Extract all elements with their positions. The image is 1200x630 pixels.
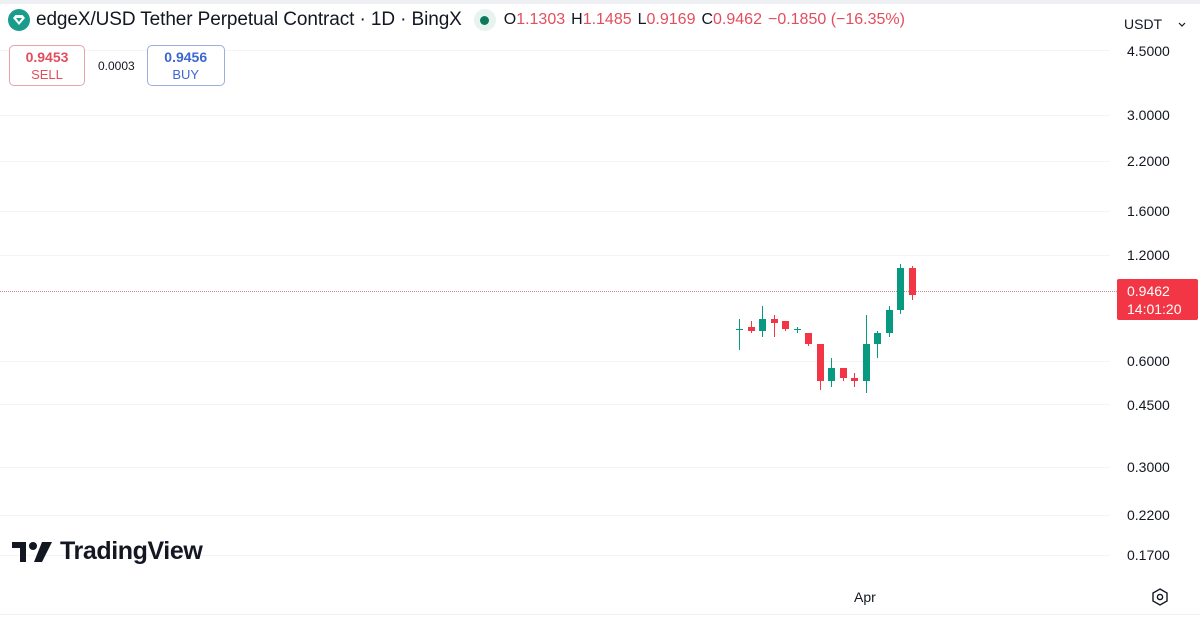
gridline: [0, 161, 1110, 162]
candle-body: [863, 343, 870, 382]
candle-body: [817, 343, 824, 382]
low-value: 0.9169: [646, 11, 696, 28]
price-axis-label: 0.1700: [1127, 547, 1170, 563]
sell-price: 0.9453: [25, 48, 69, 65]
gridline: [0, 515, 1110, 516]
candle-body: [805, 332, 812, 344]
price-axis-label: 2.2000: [1127, 153, 1170, 169]
tradingview-logo[interactable]: TradingView: [12, 537, 203, 566]
gridline: [0, 115, 1110, 116]
chart-pane[interactable]: [0, 4, 1110, 584]
market-status-icon[interactable]: [473, 9, 496, 31]
candle-body: [874, 332, 881, 344]
ohlc-values: O1.1303 H1.1485 L0.9169 C0.9462 −0.1850 …: [504, 11, 905, 29]
candle-body: [782, 321, 789, 329]
symbol-title[interactable]: edgeX/USD Tether Perpetual Contract · 1D…: [36, 9, 462, 30]
price-axis-label: 0.4500: [1127, 397, 1170, 413]
gridline: [0, 555, 1110, 556]
candle-wick: [739, 319, 740, 351]
price-axis-label: 0.3000: [1127, 459, 1170, 475]
bar-countdown: 14:01:20: [1127, 301, 1182, 317]
edgex-diamond-icon: [8, 9, 30, 31]
gridline: [0, 404, 1110, 405]
close-label: C: [701, 11, 714, 28]
open-value: 1.1303: [516, 11, 566, 28]
gridline: [0, 361, 1110, 362]
candle-body: [909, 268, 916, 296]
sell-label: SELL: [31, 66, 63, 82]
currency-value: USDT: [1124, 16, 1163, 32]
price-axis-label: 1.6000: [1127, 203, 1170, 219]
price-axis-label: 0.6000: [1127, 353, 1170, 369]
candle-body: [851, 378, 858, 382]
price-axis-label: 4.5000: [1127, 43, 1170, 59]
high-label: H: [571, 11, 583, 28]
price-axis-label: 0.2200: [1127, 507, 1170, 523]
candle-body: [736, 328, 743, 330]
price-axis-label: 1.2000: [1127, 247, 1170, 263]
change-value: −0.1850 (−16.35%): [767, 11, 905, 28]
buy-button[interactable]: 0.9456 BUY: [146, 45, 225, 86]
candle-body: [840, 367, 847, 379]
candle-wick: [774, 315, 775, 338]
tradingview-logo-icon: [12, 541, 52, 562]
time-axis-label: Apr: [854, 589, 876, 605]
trade-panel: 0.9453 SELL 0.0003 0.9456 BUY: [9, 45, 225, 86]
candle-body: [828, 367, 835, 382]
chart-settings-icon[interactable]: [1150, 587, 1170, 607]
close-value: 0.9462: [713, 11, 762, 28]
candle-body: [771, 319, 778, 323]
currency-selector[interactable]: USDT: [1117, 9, 1193, 39]
gridline: [0, 467, 1110, 468]
buy-label: BUY: [172, 66, 200, 82]
spread-value: 0.0003: [98, 58, 135, 73]
tradingview-wordmark: TradingView: [60, 537, 203, 565]
candle-wick: [797, 326, 798, 333]
high-value: 1.1485: [582, 11, 632, 28]
gridline: [0, 211, 1110, 212]
bottom-divider: [0, 614, 1200, 615]
last-price-line: [0, 291, 1117, 292]
open-label: O: [503, 11, 517, 28]
sell-button[interactable]: 0.9453 SELL: [9, 45, 85, 86]
candle-wick: [877, 330, 878, 358]
price-axis-label: 3.0000: [1127, 107, 1170, 123]
top-border: [0, 0, 1200, 4]
candle-body: [897, 268, 904, 310]
candle-body: [748, 326, 755, 331]
gridline: [0, 50, 1110, 51]
chevron-down-icon: [1178, 22, 1186, 27]
last-price-tag: 0.9462 14:01:20: [1117, 279, 1198, 320]
time-axis[interactable]: Apr: [0, 584, 1200, 630]
buy-price: 0.9456: [164, 48, 208, 65]
low-label: L: [637, 11, 647, 28]
candle-body: [794, 328, 801, 330]
last-price-value: 0.9462: [1127, 283, 1170, 299]
candle-body: [886, 309, 893, 333]
candle-body: [759, 319, 766, 331]
symbol-header: edgeX/USD Tether Perpetual Contract · 1D…: [8, 9, 905, 31]
gridline: [0, 255, 1110, 256]
